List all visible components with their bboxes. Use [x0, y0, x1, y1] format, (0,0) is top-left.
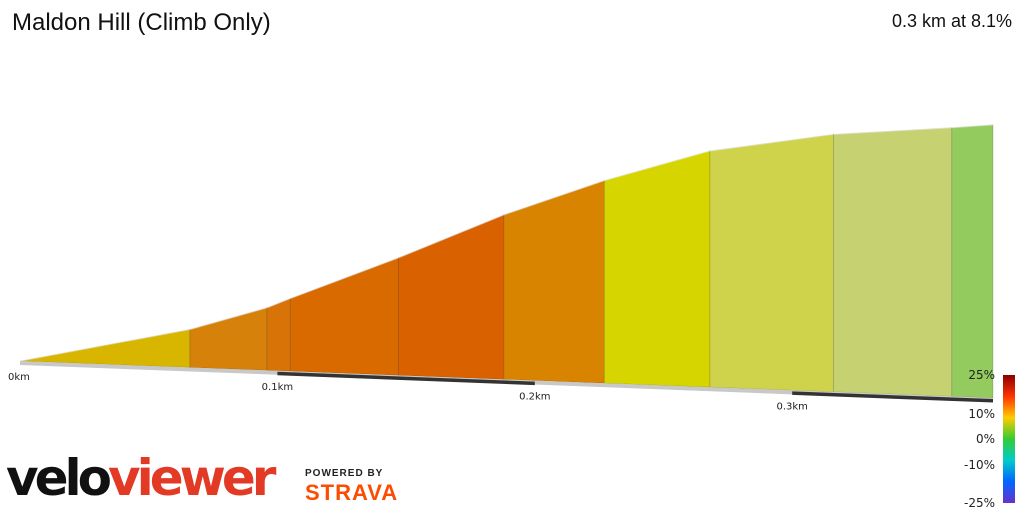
gradient-legend: 25% 10% 0% -10% -25% [964, 368, 1015, 510]
profile-segment-5 [397, 214, 505, 380]
profile-segments [19, 124, 994, 399]
legend-label: 0% [976, 432, 995, 446]
profile-segment-top-2 [189, 307, 268, 330]
profile-segment-1 [19, 328, 191, 368]
profile-segment-7 [603, 150, 711, 388]
legend-label: 10% [968, 407, 995, 421]
legend-label: 25% [968, 368, 995, 382]
strava-logo: STRAVA [305, 480, 399, 505]
logo-velo: velo [6, 449, 112, 507]
profile-segment-top-6 [503, 179, 605, 216]
x-tick-label: 0.3km [776, 401, 807, 412]
profile-segment-6 [503, 179, 605, 384]
gradient-legend-bar [1003, 375, 1015, 503]
distance-ticks: 0km 0.1km 0.2km 0.3km [8, 372, 808, 412]
profile-segment-top-5 [398, 214, 505, 259]
distance-band-3 [792, 391, 993, 403]
profile-segment-4 [289, 257, 399, 376]
x-tick-label: 0km [8, 372, 30, 383]
profile-segment-top-10 [951, 124, 994, 129]
x-tick-label: 0.2km [519, 392, 550, 403]
distance-band-1 [277, 371, 535, 386]
profile-segment-top-3 [266, 297, 291, 309]
profile-segment-top-4 [290, 257, 399, 300]
profile-segment-top-1 [19, 328, 190, 362]
profile-segment-top-9 [833, 127, 952, 135]
profile-segment-2 [189, 307, 268, 371]
powered-by-label: POWERED BY [305, 468, 384, 479]
legend-label: -10% [964, 458, 995, 472]
chart-title: Maldon Hill (Climb Only) [12, 9, 271, 36]
profile-segment-9 [833, 127, 953, 397]
distance-axis [20, 361, 993, 403]
climb-summary: 0.3 km at 8.1% [891, 11, 1012, 31]
profile-segment-3 [266, 297, 291, 372]
profile-segment-top-7 [604, 150, 711, 182]
profile-segment-top-8 [709, 133, 834, 152]
x-tick-label: 0.1km [262, 382, 293, 393]
legend-label: -25% [964, 496, 995, 510]
logo-viewer: viewer [108, 449, 276, 507]
profile-segment-10 [951, 124, 994, 399]
profile-segment-8 [709, 133, 834, 393]
